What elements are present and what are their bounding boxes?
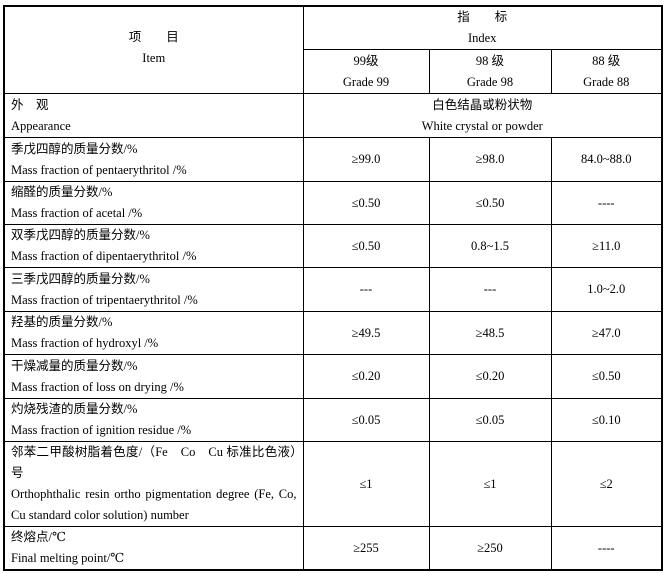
value-cell: ≤0.20 [302,354,430,399]
value-cell: ---- [550,526,663,571]
item-label: 灼烧残渣的质量分数/% Mass fraction of ignition res… [3,398,304,442]
grade-cn: 98 级 [475,53,505,68]
value-cell: ≥255 [302,526,430,571]
item-header-en: Item [142,51,166,65]
label-cn: 外 观 [11,97,49,112]
value-cell: ≤0.05 [428,398,552,442]
index-header-cn: 指 标 [457,10,508,24]
table-row: 缩醛的质量分数/% Mass fraction of acetal /% ≤0.50… [3,181,663,225]
item-label: 三季戊四醇的质量分数/% Mass fraction of tripentaery… [3,267,304,312]
table-row: 季戊四醇的质量分数/% Mass fraction of pentaerythri… [3,137,663,182]
grade-row: 99级 Grade 99 98 级 Grade 98 88 级 Grade 88 [4,49,663,94]
table-row: 终熔点/℃ Final melting point/℃ ≥255 ≥250 ---- [3,526,663,571]
label-en: Final melting point/℃ [11,551,125,565]
value-cell: ≤0.50 [550,354,663,399]
grade-cn: 88 级 [592,53,621,68]
item-header: 项 目 Item [3,5,304,94]
appearance-label: 外 观 Appearance [3,93,304,138]
label-cn: 终熔点/℃ [11,530,66,544]
value-cell: ≥250 [428,526,552,571]
label-en: Mass fraction of dipentaerythritol /% [11,249,197,263]
item-label: 终熔点/℃ Final melting point/℃ [3,526,304,571]
label-en: Mass fraction of ignition residue /% [11,423,192,437]
table-row: 灼烧残渣的质量分数/% Mass fraction of ignition res… [3,398,663,442]
value-cell: ≤0.10 [550,398,663,442]
value-cell: ≤0.50 [302,181,430,225]
value-cell: ---- [550,181,663,225]
item-label: 缩醛的质量分数/% Mass fraction of acetal /% [3,181,304,225]
value-cell: --- [428,267,552,312]
grade-88-header: 88 级 Grade 88 [550,49,663,94]
table-row: 三季戊四醇的质量分数/% Mass fraction of tripentaery… [3,267,663,312]
item-label: 双季戊四醇的质量分数/% Mass fraction of dipentaeryt… [3,224,304,268]
value-cell: 0.8~1.5 [428,224,552,268]
label-cn: 灼烧残渣的质量分数/% [11,402,138,416]
value-cell: ≥47.0 [550,311,663,355]
header-row: 项 目 Item 指 标 Index [3,5,663,94]
value-cell: ≥99.0 [302,137,430,182]
label-en: Mass fraction of pentaerythritol /% [11,162,187,177]
value-cn: 白色结晶或粉状物 [432,97,533,112]
label-cn: 邻苯二甲酸树脂着色度/（Fe Co Cu 标准比色液）号 [11,445,297,480]
value-cell: ≤1 [428,441,552,527]
value-cell: ≥11.0 [550,224,663,268]
grade-cn: 99级 [353,53,379,68]
value-cell: ≥48.5 [428,311,552,355]
table-row: 邻苯二甲酸树脂着色度/（Fe Co Cu 标准比色液）号 Orthophthali… [3,441,663,527]
specification-table: 项 目 Item 指 标 Index 99级 Grade 99 98 级 Grade 9… [3,5,663,571]
grade-en: Grade 99 [342,74,390,89]
label-en: Mass fraction of hydroxyl /% [11,336,159,350]
label-cn: 缩醛的质量分数/% [11,185,113,199]
value-cell: 84.0~88.0 [550,137,663,182]
label-cn: 双季戊四醇的质量分数/% [11,228,150,242]
label-cn: 干燥减量的质量分数/% [11,358,138,373]
value-cell: ≤0.05 [302,398,430,442]
label-en: Mass fraction of tripentaerythritol /% [11,292,198,307]
value-cell: ≤2 [550,441,663,527]
label-en: Orthophthalic resin ortho pigmentation d… [11,487,297,522]
item-label: 邻苯二甲酸树脂着色度/（Fe Co Cu 标准比色液）号 Orthophthali… [3,441,304,527]
value-cell: ≤0.20 [428,354,552,399]
label-cn: 季戊四醇的质量分数/% [11,141,138,156]
value-cell: 1.0~2.0 [550,267,663,312]
item-label: 干燥减量的质量分数/% Mass fraction of loss on dryi… [3,354,304,399]
grade-en: Grade 88 [583,74,630,89]
item-label: 羟基的质量分数/% Mass fraction of hydroxyl /% [3,311,304,355]
item-label: 季戊四醇的质量分数/% Mass fraction of pentaerythri… [3,137,304,182]
value-en: White crystal or powder [421,118,543,133]
label-en: Mass fraction of acetal /% [11,206,143,220]
label-en: Appearance [11,118,71,133]
grade-en: Grade 98 [466,74,514,89]
table-row: 双季戊四醇的质量分数/% Mass fraction of dipentaeryt… [3,224,663,268]
value-cell: ≥98.0 [428,137,552,182]
label-cn: 三季戊四醇的质量分数/% [11,271,150,286]
index-header: 指 标 Index [302,5,663,50]
value-cell: ≤1 [302,441,430,527]
label-cn: 羟基的质量分数/% [11,315,113,329]
appearance-value: 白色结晶或粉状物 White crystal or powder [302,93,663,138]
value-cell: --- [302,267,430,312]
index-header-en: Index [468,31,497,45]
label-en: Mass fraction of loss on drying /% [11,379,184,394]
item-header-cn: 项 目 [128,30,179,44]
table-row: 干燥减量的质量分数/% Mass fraction of loss on dryi… [3,354,663,399]
grade-99-header: 99级 Grade 99 [302,49,430,94]
appearance-row: 外 观 Appearance 白色结晶或粉状物 White crystal or p… [3,93,663,138]
value-cell: ≤0.50 [428,181,552,225]
table-row: 羟基的质量分数/% Mass fraction of hydroxyl /% ≥49… [3,311,663,355]
grade-98-header: 98 级 Grade 98 [428,49,552,94]
value-cell: ≤0.50 [302,224,430,268]
value-cell: ≥49.5 [302,311,430,355]
